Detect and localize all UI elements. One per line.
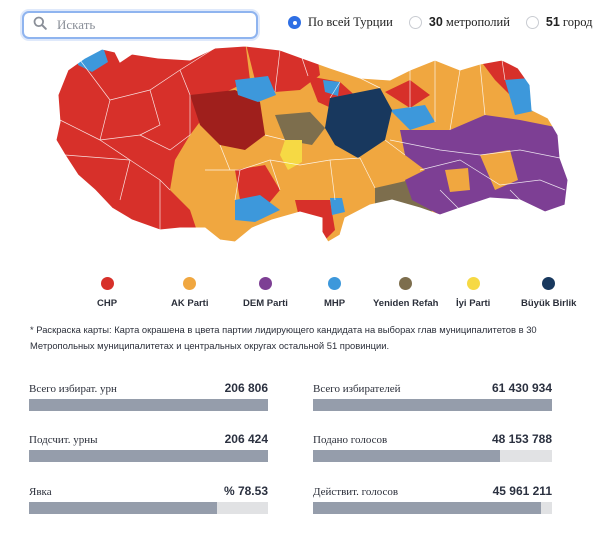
stat-turnout: Явка % 78.53 [29, 483, 268, 514]
progress-bar [29, 399, 268, 411]
stat-label: Действит. голосов [313, 486, 399, 498]
scope-radio-group: По всей Турции 30 метрополий 51 город [288, 15, 593, 30]
map-regions [56, 46, 568, 242]
legend-item-mhp: MHP [324, 277, 345, 309]
search-box[interactable] [22, 11, 258, 39]
turkey-election-map[interactable] [40, 40, 580, 255]
legend-color-chp [100, 277, 114, 290]
stat-counted-boxes: Подсчит. урны 206 424 [29, 431, 268, 462]
scope-option-turkey[interactable]: По всей Турции [288, 15, 393, 30]
scope-option-label: 30 метрополий [428, 15, 510, 29]
progress-bar [313, 450, 552, 462]
legend-label: AK Parti [171, 298, 209, 309]
legend-label: DEM Parti [243, 298, 288, 309]
legend-color-buyuk-birlik [542, 277, 556, 290]
stat-valid-votes: Действит. голосов 45 961 211 [313, 483, 552, 514]
scope-option-label: 51 город [545, 15, 593, 29]
stat-label: Подсчит. урны [29, 434, 98, 446]
scope-option-metropolitan[interactable]: 30 метрополий [408, 15, 510, 30]
progress-bar-fill [313, 450, 501, 462]
legend-label: MHP [324, 298, 346, 309]
radio-button-checked[interactable] [288, 16, 301, 29]
stat-value: % 78.53 [223, 484, 268, 498]
legend-color-dem-parti [258, 277, 272, 290]
stat-value: 48 153 788 [491, 432, 552, 446]
legend-item-chp: CHP [97, 277, 117, 309]
search-input[interactable] [57, 17, 237, 33]
legend-label: Büyük Birlik [521, 298, 577, 309]
progress-bar-fill [29, 399, 268, 411]
stat-value: 45 961 211 [492, 484, 552, 498]
stat-label: Всего избират. урн [29, 383, 117, 395]
scope-option-cities[interactable]: 51 город [525, 15, 593, 30]
legend-item-yeniden-refah: Yeniden Refah [373, 277, 438, 309]
legend-item-ak-parti: AK Parti [171, 277, 208, 309]
stat-label: Всего избирателей [313, 383, 401, 395]
country-outline [55, 45, 569, 243]
legend-label: CHP [97, 298, 118, 309]
scope-option-label: По всей Турции [308, 15, 393, 29]
progress-bar [29, 502, 268, 514]
stat-ballot-boxes: Всего избират. урн 206 806 [29, 380, 268, 411]
legend-item-dem-parti: DEM Parti [243, 277, 288, 309]
stat-votes-cast: Подано голосов 48 153 788 [313, 431, 552, 462]
progress-bar [29, 450, 268, 462]
progress-bar-fill [313, 399, 552, 411]
progress-bar-fill [313, 502, 542, 514]
legend-label: Yeniden Refah [373, 298, 439, 309]
province-borders [59, 47, 566, 230]
radio-button[interactable] [408, 16, 422, 29]
stat-label: Явка [29, 486, 52, 498]
progress-bar-fill [29, 502, 217, 514]
legend-color-ak-parti [183, 277, 197, 290]
legend-color-mhp [328, 277, 342, 290]
stat-value: 206 424 [224, 432, 268, 446]
stat-value: 206 806 [224, 381, 268, 395]
search-icon [33, 16, 47, 35]
progress-bar [313, 399, 552, 411]
legend-label: İyi Parti [456, 298, 491, 309]
progress-bar [313, 502, 552, 514]
stat-label: Подано голосов [313, 434, 388, 446]
stat-value: 61 430 934 [491, 381, 552, 395]
legend-item-buyuk-birlik: Büyük Birlik [521, 277, 576, 309]
radio-button[interactable] [525, 16, 539, 29]
legend-color-iyi-parti [466, 277, 480, 290]
stat-voters: Всего избирателей 61 430 934 [313, 380, 552, 411]
map-coloring-note: * Раскраска карты: Карта окрашена в цвет… [30, 324, 537, 351]
legend-item-iyi-parti: İyi Parti [456, 277, 490, 309]
map-legend: CHP AK Parti DEM Parti MHP Yeniden Refah… [85, 277, 585, 311]
legend-color-yeniden-refah [399, 277, 413, 290]
progress-bar-fill [29, 450, 268, 462]
